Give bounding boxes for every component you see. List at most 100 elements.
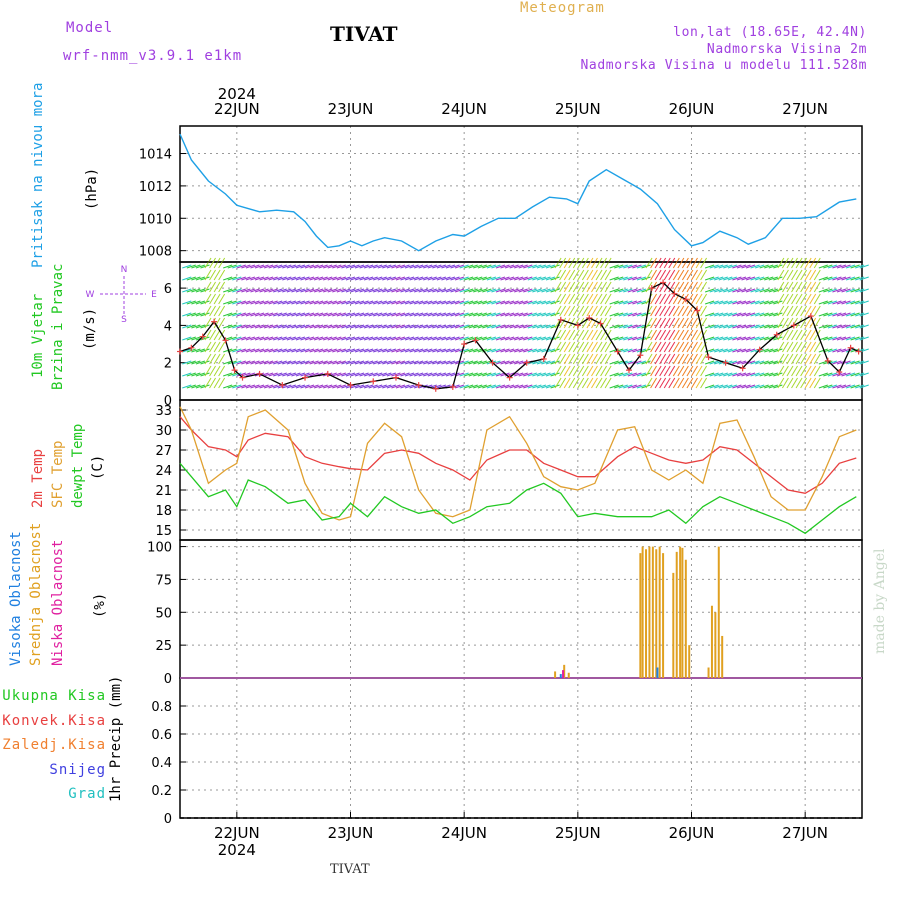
wind-barb bbox=[263, 264, 274, 269]
wind-barb bbox=[204, 365, 212, 377]
wind-barb bbox=[591, 365, 598, 377]
wind-barb bbox=[686, 353, 694, 365]
top-day-label: 27JUN bbox=[782, 100, 828, 118]
ytick-label: 0.8 bbox=[151, 700, 172, 715]
wind-barb bbox=[345, 360, 356, 365]
wind-barb bbox=[336, 360, 347, 365]
wind-barb bbox=[232, 312, 242, 317]
wind-barb bbox=[636, 288, 647, 293]
wind-barb bbox=[495, 372, 506, 377]
wind-barb bbox=[727, 300, 738, 305]
top-day-label: 26JUN bbox=[669, 100, 715, 118]
wind-barb bbox=[459, 384, 469, 389]
wind-barb bbox=[736, 312, 747, 317]
wind-barb bbox=[232, 324, 242, 329]
wind-barb bbox=[532, 288, 542, 293]
wind-barb bbox=[623, 276, 633, 281]
wind-barb bbox=[777, 353, 785, 365]
wind-barb bbox=[568, 329, 576, 341]
wind-barb bbox=[855, 312, 865, 317]
wind-barb bbox=[277, 264, 287, 269]
wind-barb bbox=[450, 300, 460, 305]
wind-barb bbox=[318, 312, 328, 317]
wind-barb bbox=[504, 336, 515, 341]
wind-barb bbox=[223, 384, 233, 389]
wind-barb bbox=[777, 365, 785, 377]
wind-barb bbox=[382, 360, 392, 365]
wind-barb bbox=[695, 293, 703, 305]
wind-barb bbox=[209, 365, 216, 377]
wind-barb bbox=[200, 372, 210, 377]
wind-barb bbox=[686, 365, 694, 377]
wind-barb bbox=[855, 336, 865, 341]
wind-barb bbox=[241, 324, 251, 329]
wind-barb bbox=[754, 276, 765, 281]
wind-barb bbox=[295, 348, 306, 353]
wind-barb bbox=[681, 329, 689, 341]
wind-barb bbox=[454, 300, 465, 305]
wind-barb bbox=[604, 305, 612, 317]
wind-barb bbox=[614, 312, 624, 317]
wind-barb bbox=[313, 264, 324, 269]
wind-barb bbox=[491, 300, 501, 305]
wind-barb bbox=[232, 288, 242, 293]
wind-barb bbox=[418, 300, 428, 305]
wind-barb bbox=[268, 360, 278, 365]
wind-barb bbox=[668, 329, 676, 341]
wind-barb bbox=[855, 300, 865, 305]
elevation-text: Nadmorska Visina 2m bbox=[706, 42, 867, 57]
wind-barb bbox=[754, 300, 765, 305]
wind-barb bbox=[291, 288, 301, 293]
wind-barb bbox=[754, 312, 765, 317]
legend-snijeg: Snijeg bbox=[49, 762, 106, 778]
bottom-day-label: 25JUN bbox=[555, 824, 601, 842]
wind-barb bbox=[213, 353, 221, 365]
ytick-label: 4 bbox=[164, 319, 172, 334]
wind-barb bbox=[309, 348, 319, 353]
wind-barb bbox=[277, 372, 287, 377]
wind-barb bbox=[668, 365, 676, 377]
wind-barb bbox=[204, 341, 212, 353]
wind-barb bbox=[773, 300, 783, 305]
wind-barb bbox=[195, 300, 206, 305]
wind-barb bbox=[818, 384, 828, 389]
wind-barb bbox=[213, 341, 221, 353]
wind-barb bbox=[332, 276, 342, 281]
wind-barb bbox=[754, 288, 765, 293]
wind-barb bbox=[277, 312, 287, 317]
wind-barb bbox=[459, 276, 469, 281]
wind-barb bbox=[795, 329, 803, 341]
wind-barb bbox=[263, 312, 274, 317]
wind-barb bbox=[359, 384, 369, 389]
wind-barb bbox=[454, 276, 465, 281]
wind-barb bbox=[377, 372, 387, 377]
wind-barb bbox=[632, 384, 642, 389]
wind-barb bbox=[413, 360, 424, 365]
wind-barb bbox=[254, 276, 265, 281]
wind-barb bbox=[318, 324, 328, 329]
wind-barb bbox=[200, 324, 210, 329]
wind-barb bbox=[336, 276, 347, 281]
wind-barb bbox=[445, 264, 456, 269]
wind-barb bbox=[604, 269, 612, 281]
wind-barb bbox=[232, 360, 242, 365]
wind-barb bbox=[686, 293, 694, 305]
wind-barb bbox=[563, 329, 571, 341]
wind-barb bbox=[282, 288, 292, 293]
wind-barb bbox=[368, 264, 378, 269]
wind-barb bbox=[441, 324, 451, 329]
wind-barb bbox=[254, 324, 265, 329]
wind-barb bbox=[477, 264, 487, 269]
wind-barb bbox=[327, 324, 337, 329]
wind-barb bbox=[809, 365, 817, 377]
wind-barb bbox=[309, 276, 319, 281]
wind-barb bbox=[368, 372, 378, 377]
wind-barb bbox=[373, 360, 383, 365]
wind-barb bbox=[695, 317, 703, 329]
wind-barb bbox=[623, 324, 633, 329]
wind-barb bbox=[304, 336, 315, 341]
wind-barb bbox=[614, 288, 624, 293]
wind-barb bbox=[204, 257, 212, 269]
wind-barb bbox=[341, 324, 351, 329]
wind-barb bbox=[850, 384, 860, 389]
